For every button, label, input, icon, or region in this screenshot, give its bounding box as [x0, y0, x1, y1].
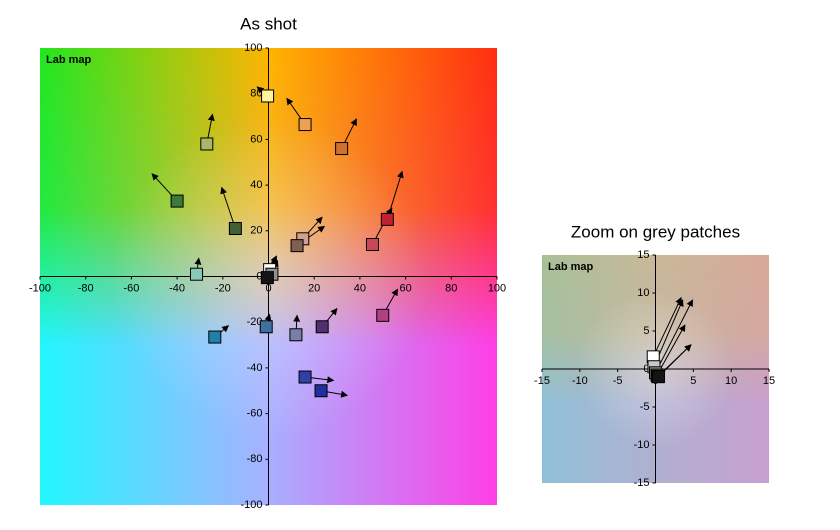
patch	[289, 328, 303, 342]
patch	[365, 238, 379, 252]
y-tick-label: 5	[643, 325, 649, 337]
patch	[298, 118, 312, 132]
x-tick-label: -20	[215, 282, 231, 294]
y-tick-label: -5	[640, 401, 650, 413]
x-tick-label: 10	[725, 375, 737, 387]
y-tick-label: 0	[643, 363, 649, 375]
patch	[290, 239, 304, 253]
patch	[190, 267, 204, 281]
y-tick-label: 10	[637, 287, 649, 299]
patch	[260, 271, 274, 285]
patch	[314, 384, 328, 398]
patch	[652, 370, 666, 384]
x-tick-label: -15	[534, 375, 550, 387]
x-tick-label: -80	[78, 282, 94, 294]
y-tick-label: 60	[250, 133, 262, 145]
y-tick-label: 20	[250, 225, 262, 237]
y-tick-label: -20	[247, 316, 263, 328]
y-tick-label: -60	[247, 408, 263, 420]
shift-arrow	[652, 296, 682, 358]
patch	[228, 222, 242, 236]
y-tick-label: 40	[250, 179, 262, 191]
x-tick-label: -5	[613, 375, 623, 387]
y-tick-label: 100	[244, 42, 262, 54]
patch	[315, 320, 329, 334]
y-tick-label: -40	[247, 362, 263, 374]
x-tick-label: -100	[29, 282, 51, 294]
patch	[200, 137, 214, 151]
y-tick-label: 15	[637, 249, 649, 261]
patch	[298, 370, 312, 384]
y-tick-label: -100	[240, 499, 262, 511]
x-tick-label: -10	[572, 375, 588, 387]
shift-arrow	[655, 299, 694, 374]
patch	[261, 89, 275, 103]
y-tick-label: -10	[634, 439, 650, 451]
patch	[170, 194, 184, 208]
x-tick-label: 80	[445, 282, 457, 294]
y-tick-label: -80	[247, 453, 263, 465]
x-tick-label: 100	[488, 282, 506, 294]
chart-title: Zoom on grey patches	[571, 222, 740, 241]
y-tick-label: 0	[256, 270, 262, 282]
patch	[208, 330, 222, 344]
patch	[335, 142, 349, 156]
x-tick-label: 40	[354, 282, 366, 294]
chart-title: As shot	[240, 14, 297, 33]
x-tick-label: 60	[399, 282, 411, 294]
patch	[380, 212, 394, 226]
patch	[376, 308, 390, 322]
plot-label: Lab map	[548, 261, 594, 273]
plot-label: Lab map	[46, 54, 92, 66]
x-tick-label: 15	[763, 375, 775, 387]
x-tick-label: -60	[123, 282, 139, 294]
x-tick-label: 0	[265, 282, 271, 294]
y-tick-label: -15	[634, 477, 650, 489]
x-tick-label: 5	[690, 375, 696, 387]
shift-arrow	[220, 186, 236, 229]
patch	[259, 320, 273, 334]
x-tick-label: 20	[308, 282, 320, 294]
x-tick-label: -40	[169, 282, 185, 294]
